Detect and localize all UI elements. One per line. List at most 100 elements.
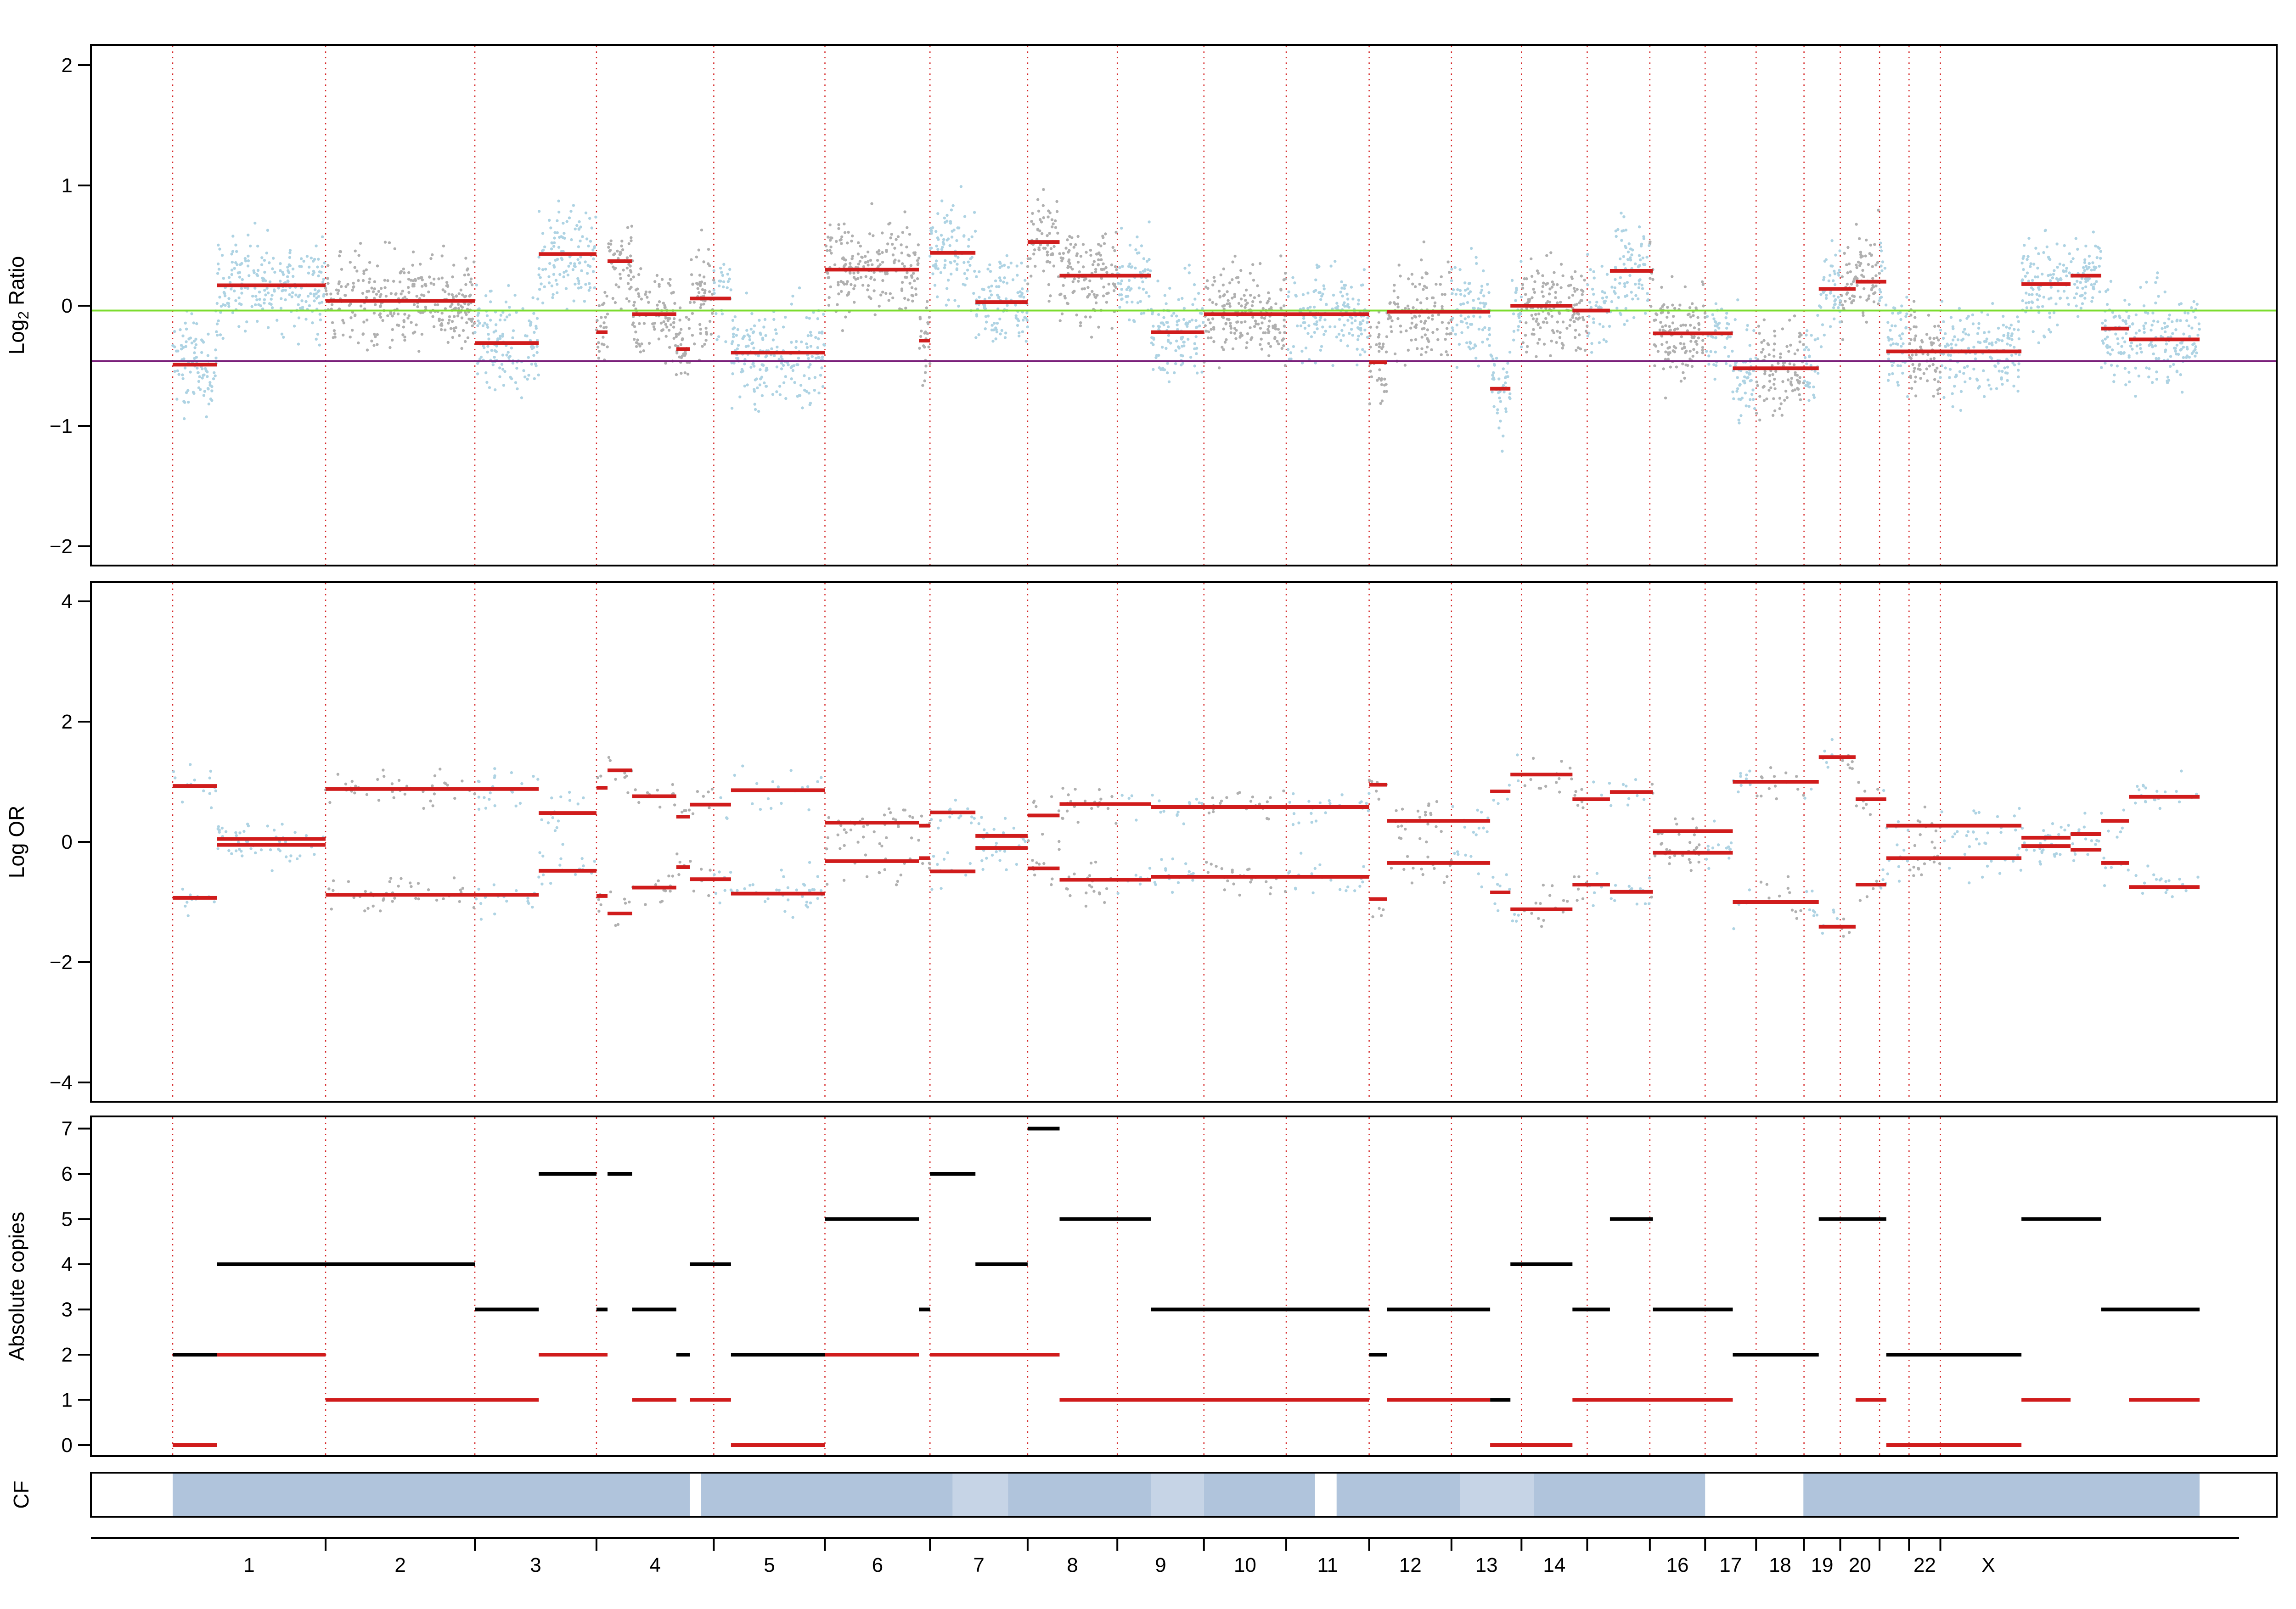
p1-point [722, 286, 725, 288]
p1-point [221, 254, 224, 257]
p1-point [2086, 268, 2088, 270]
p2-point [577, 802, 580, 805]
p1-point [1133, 320, 1136, 323]
p1-point [1744, 392, 1747, 394]
p1-point [2125, 322, 2127, 325]
p1-point [2001, 339, 2003, 342]
p1-point [1829, 292, 1832, 294]
p1-point [1773, 330, 1776, 332]
p1-point [337, 292, 339, 295]
p1-point [1119, 282, 1122, 285]
p1-point [256, 245, 259, 247]
p1-point [1987, 331, 1990, 333]
p1-point [2111, 348, 2114, 351]
p1-point [1843, 252, 1846, 255]
p1-point [1167, 334, 1170, 336]
p2-point [488, 798, 490, 801]
p1-point [540, 282, 542, 285]
p1-point [606, 313, 609, 315]
p1-point [1799, 376, 1801, 379]
p2-point [1042, 862, 1045, 865]
p1-point [2041, 305, 2044, 308]
p1-point [1120, 298, 1123, 301]
p1-point [774, 328, 777, 331]
p2-point [702, 795, 705, 798]
p1-point [2046, 246, 2048, 248]
p1-point [1713, 378, 1716, 381]
p1-point [562, 236, 564, 239]
p1-point [244, 330, 247, 332]
p1-point [1852, 299, 1855, 302]
p1-point [1865, 321, 1868, 324]
p1-point [1142, 312, 1145, 314]
p2-point [559, 858, 562, 860]
p1-point [2116, 342, 2119, 345]
p1-point [530, 345, 533, 348]
p1-point [1226, 318, 1229, 320]
p1-point [2017, 362, 2020, 365]
p1-point [1316, 266, 1319, 269]
p1-point [1962, 372, 1965, 375]
p1-point [978, 296, 980, 298]
p1-point [1833, 300, 1836, 303]
p1-point [879, 293, 882, 296]
p1-point [2083, 269, 2086, 272]
p1-point [1936, 367, 1938, 370]
p1-point [989, 290, 991, 292]
p1-point [362, 320, 365, 323]
p1-point [910, 274, 913, 277]
p1-point [815, 357, 817, 359]
p1-point [1951, 405, 1954, 408]
p1-point [1274, 303, 1277, 305]
p2-point [1318, 863, 1321, 866]
p1-point [1714, 320, 1716, 323]
p1-point [853, 284, 856, 287]
p1-point [662, 302, 665, 304]
p2-point [973, 817, 976, 820]
p1-point [1765, 398, 1768, 400]
p1-point [637, 295, 640, 297]
p1-point [1773, 378, 1776, 381]
p1-point [1567, 284, 1570, 287]
p1-point [255, 298, 258, 301]
p1-point [318, 344, 321, 347]
p1-point [534, 363, 537, 365]
p1-point [1909, 314, 1912, 316]
p2-point [780, 869, 783, 871]
p1-point [1551, 315, 1553, 318]
p1-point [1040, 220, 1043, 223]
p1-point [829, 239, 832, 241]
p1-point [1143, 269, 1146, 272]
p1-point [1006, 254, 1008, 257]
p1-point [2148, 367, 2150, 370]
p1-point [1994, 341, 1997, 344]
p1-point [1316, 263, 1318, 266]
p1-point [1502, 367, 1505, 370]
p1-point [1441, 321, 1444, 324]
p2-point [549, 882, 552, 885]
p1-point [911, 286, 913, 289]
p1-point [1222, 327, 1225, 330]
p1-point [614, 301, 617, 304]
p1-point [2034, 275, 2037, 278]
p1-point [1679, 342, 1682, 345]
p1-point [1833, 295, 1835, 297]
p1-point [1624, 245, 1626, 247]
p1-point [630, 225, 633, 228]
p1-point [1683, 342, 1685, 345]
p1-point [1340, 329, 1343, 332]
p1-point [1393, 284, 1396, 286]
p1-point [1849, 270, 1852, 273]
p1-point [1269, 345, 1272, 348]
p1-point [924, 371, 927, 374]
p1-point [227, 297, 230, 300]
p1-point [415, 323, 417, 326]
p1-point [541, 268, 544, 271]
p1-point [693, 342, 696, 345]
p2-point [770, 807, 772, 810]
p1-point [585, 237, 588, 240]
p1-point [962, 261, 965, 264]
p1-point [1522, 341, 1525, 344]
p1-point [441, 319, 444, 321]
p1-point [601, 342, 603, 345]
